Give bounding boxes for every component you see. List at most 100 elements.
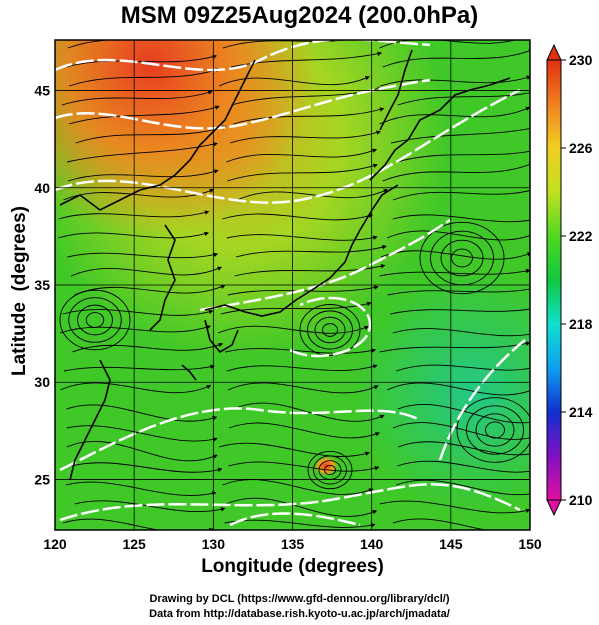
x-tick-label: 120: [43, 536, 67, 552]
streamline: [217, 325, 370, 334]
x-axis-title: Longitude (degrees): [201, 556, 384, 577]
streamline: [379, 106, 530, 125]
coastline: [379, 49, 413, 131]
swirl-ring: [314, 316, 346, 344]
swirl-ring: [59, 289, 131, 351]
colorbar-label: 210: [569, 492, 593, 508]
streamlines: [58, 40, 530, 530]
streamline: [227, 382, 379, 394]
footer-credit-drawing: Drawing by DCL (https://www.gfd-dennou.o…: [149, 593, 450, 605]
coastlines: [59, 49, 511, 481]
chart-title: MSM 09Z25Aug2024 (200.0hPa): [120, 2, 479, 29]
swirl-ring: [68, 297, 122, 343]
colorbar-labels: 230 226 222 218 214 210: [561, 52, 593, 508]
y-axis-title: Latitude (degrees): [9, 206, 30, 376]
streamline: [218, 76, 370, 87]
contour-line: [55, 78, 431, 130]
streamline: [65, 481, 217, 496]
streamline: [228, 461, 380, 472]
streamline: [75, 125, 227, 144]
streamline: [222, 40, 348, 49]
streamline: [392, 518, 488, 530]
swirl-ring: [85, 312, 105, 328]
swirl-ring: [322, 323, 338, 337]
streamline: [392, 328, 530, 337]
streamline: [228, 422, 380, 439]
y-tick-label: 40: [34, 180, 50, 196]
streamline: [379, 500, 530, 514]
swirl-ring: [419, 221, 505, 295]
swirl-ring: [440, 239, 484, 277]
streamline: [392, 422, 530, 440]
contour-lines: [55, 40, 526, 527]
footer-credit-data: Data from http://database.rish.kyoto-u.a…: [149, 608, 450, 620]
colorbar-bottom-arrow: [546, 499, 562, 517]
streamline: [222, 479, 374, 495]
swirl-ring: [466, 405, 524, 455]
streamline: [58, 231, 210, 239]
streamline: [386, 382, 530, 396]
streamline: [382, 162, 530, 182]
x-tick-label: 140: [360, 536, 384, 552]
coastline: [369, 77, 511, 181]
streamline: [226, 497, 378, 517]
x-tick-label: 135: [281, 536, 305, 552]
streamline: [379, 268, 530, 277]
swirl-ring: [77, 304, 113, 336]
colorbar-label: 214: [569, 404, 593, 420]
colorbar: 230 226 222 218 214 210: [546, 43, 593, 517]
streamline: [62, 518, 214, 530]
contour-line: [59, 483, 521, 522]
y-tick-label: 45: [34, 83, 50, 99]
y-tick-label: 35: [34, 277, 50, 293]
swirl-ring: [456, 397, 530, 463]
streamline: [392, 190, 530, 201]
coastline: [149, 224, 176, 331]
swirl-ring: [313, 455, 347, 485]
streamline: [60, 382, 212, 394]
contour-line: [55, 88, 521, 204]
coastline: [59, 59, 256, 211]
streamline: [392, 214, 530, 223]
streamline: [220, 301, 372, 315]
streamline: [386, 230, 530, 241]
streamline: [225, 348, 377, 354]
contour-line: [199, 218, 451, 312]
streamline: [231, 51, 383, 68]
plot-frame: [54, 39, 531, 531]
colorbar-label: 218: [569, 316, 593, 332]
streamline: [380, 250, 530, 260]
x-tick-label: 145: [439, 536, 463, 552]
streamline: [397, 92, 530, 106]
streamline: [74, 284, 226, 296]
y-tick-label: 30: [34, 374, 50, 390]
streamline: [69, 67, 221, 87]
x-tick-label: 130: [202, 536, 226, 552]
streamline: [234, 264, 386, 277]
streamline: [395, 479, 530, 496]
map-field: [55, 40, 530, 530]
contour-line: [59, 407, 421, 472]
streamline: [68, 105, 220, 125]
contour-line: [438, 339, 526, 461]
streamline: [382, 48, 530, 68]
swirl-ring: [324, 464, 336, 476]
streamline: [380, 75, 530, 87]
swirl-ring: [299, 304, 361, 356]
colorbar-label: 222: [569, 228, 593, 244]
swirl-ring: [475, 413, 515, 447]
streamline: [74, 500, 226, 512]
x-tick-label: 125: [122, 536, 146, 552]
coastline: [69, 359, 111, 481]
streamline: [66, 404, 218, 422]
swirl-ring: [307, 450, 353, 490]
streamline: [226, 364, 378, 372]
streamline: [63, 364, 215, 372]
streamline: [237, 189, 389, 201]
streamline: [67, 40, 115, 49]
swirl-ring: [307, 310, 353, 350]
streamline: [58, 210, 210, 220]
streamline: [233, 107, 385, 125]
streamline: [226, 163, 378, 182]
